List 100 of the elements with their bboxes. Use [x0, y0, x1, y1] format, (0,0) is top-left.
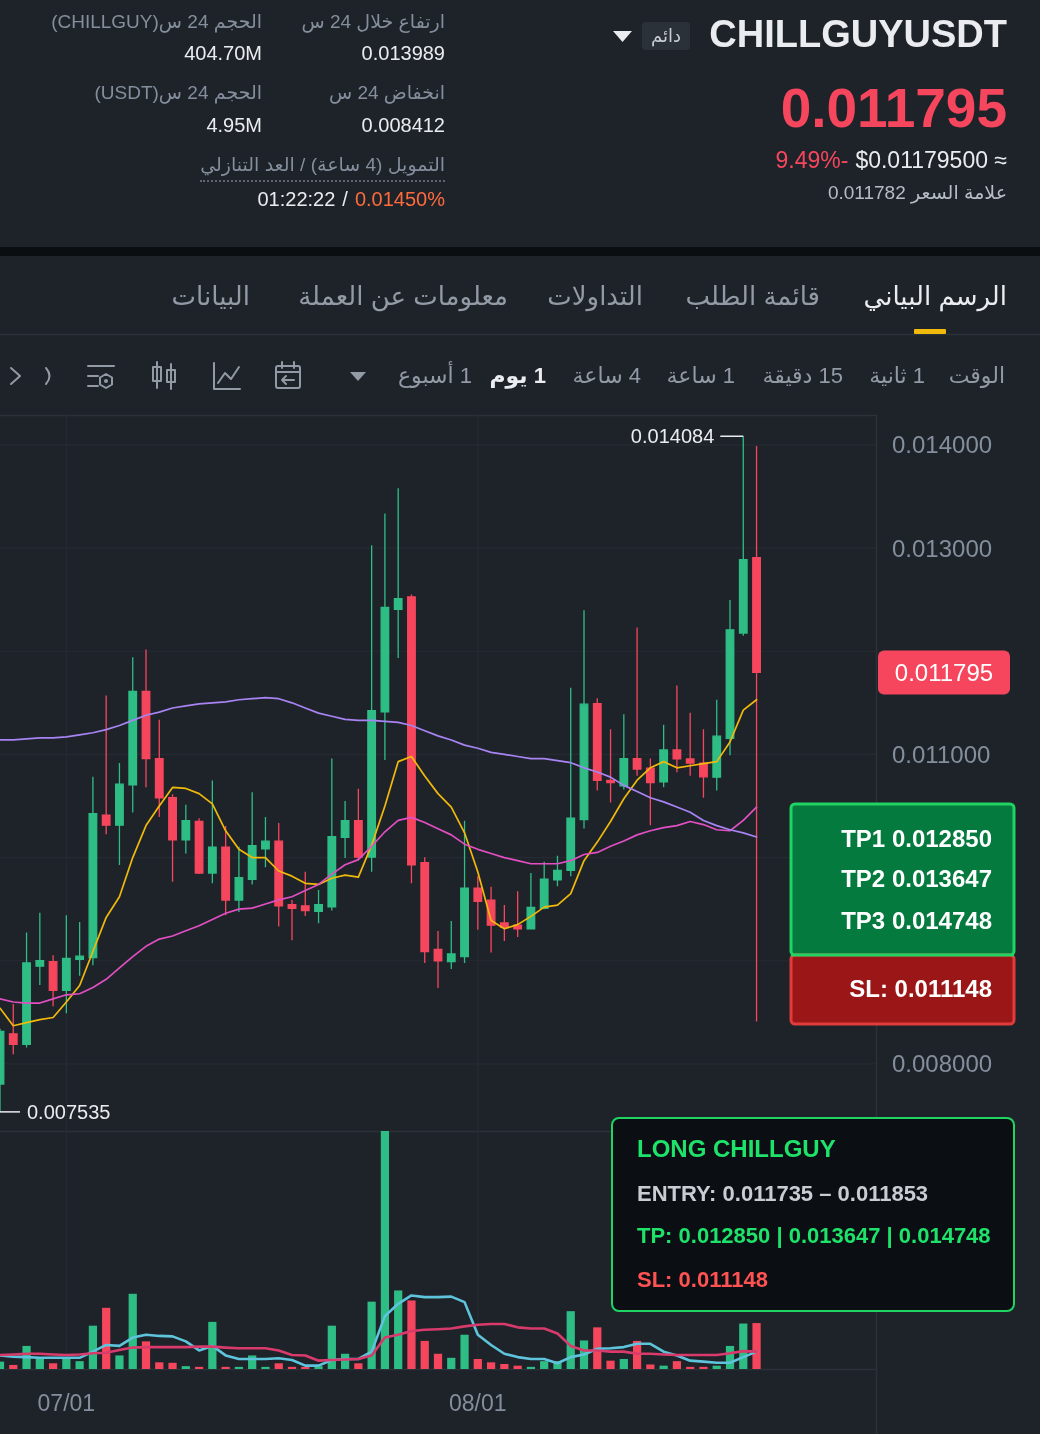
annotation: TP: 0.012850 | 0.013647 | 0.014748	[637, 1222, 991, 1248]
annotation: 0.014084	[630, 425, 715, 448]
text: 0.011795	[894, 658, 994, 686]
bar	[168, 1362, 177, 1369]
candlestick	[460, 820, 469, 964]
candlestick	[115, 762, 124, 866]
annotation: SL: 0.011148	[637, 1266, 768, 1292]
text: التمويل (4 ساعة) / العد التنازلي	[200, 153, 445, 182]
line-series	[0, 696, 758, 838]
candlestick	[75, 921, 85, 977]
candlestick	[181, 804, 191, 855]
bar	[540, 1361, 549, 1369]
y-tick-label: 0.014000	[892, 431, 993, 459]
candlestick	[566, 687, 576, 877]
bar	[672, 1361, 682, 1369]
text: 0.008412	[361, 112, 445, 138]
bar	[274, 1363, 283, 1369]
candlestick	[539, 861, 549, 910]
candlestick	[499, 904, 509, 942]
candlestick	[88, 776, 98, 966]
candlestick	[407, 593, 416, 884]
text: الوقت	[948, 362, 1005, 390]
candlestick	[473, 875, 483, 931]
bar	[420, 1340, 429, 1369]
text: علامة السعر 0.011782	[827, 181, 1007, 205]
bar	[433, 1353, 443, 1369]
candlestick	[659, 724, 669, 788]
bar	[646, 1364, 655, 1369]
candlestick	[48, 954, 58, 1007]
candlestick	[101, 694, 111, 835]
candlestick	[221, 825, 231, 916]
bar	[394, 1290, 403, 1369]
candlestick	[22, 931, 31, 1049]
candlestick	[513, 890, 523, 938]
text: دائم	[641, 21, 690, 51]
candlestick	[393, 487, 403, 659]
candlestick	[420, 856, 430, 964]
bar	[48, 1363, 58, 1369]
candlestick	[314, 889, 323, 924]
candlestick	[340, 800, 350, 859]
candlestick	[168, 793, 177, 883]
bar	[128, 1293, 137, 1369]
y-tick-label: 0.013000	[892, 534, 993, 562]
text: 1 يوم	[489, 362, 546, 390]
candlestick	[592, 697, 602, 792]
line-series	[0, 806, 758, 1004]
text: 4.95M	[206, 112, 262, 138]
text: قائمة الطلب	[685, 279, 820, 313]
bar	[460, 1334, 469, 1369]
text: ارتفاع خلال 24 س	[301, 10, 445, 34]
candlestick	[327, 757, 337, 912]
text: انخفاض 24 س	[328, 81, 445, 105]
candlestick	[433, 930, 443, 989]
text: 4 ساعة	[572, 362, 641, 390]
text: /	[342, 186, 348, 212]
candlestick	[274, 822, 284, 928]
candlestick	[752, 445, 761, 1023]
candlestick	[619, 713, 629, 791]
candlestick	[738, 435, 748, 637]
text: معلومات عن العملة	[298, 279, 508, 313]
candlestick	[712, 698, 722, 792]
candlestick	[632, 626, 642, 777]
bar	[473, 1359, 482, 1369]
text: 0.01450%	[354, 186, 445, 212]
annotation: 0.007535	[27, 1100, 111, 1123]
annotation: ENTRY: 0.011735 – 0.011853	[637, 1180, 929, 1206]
candlestick	[207, 779, 217, 884]
bar	[141, 1341, 151, 1369]
bar	[486, 1362, 496, 1369]
text: 1 ساعة	[666, 362, 735, 390]
text: CHILLGUYUSDT	[709, 12, 1007, 58]
annotation: TP2 0.013647	[841, 864, 992, 892]
text: 01:22:22	[257, 186, 336, 212]
candlestick	[154, 719, 164, 818]
bar	[327, 1325, 336, 1369]
candlestick	[287, 899, 297, 941]
bar	[208, 1321, 217, 1369]
bar	[752, 1323, 761, 1369]
annotation: SL: 0.011148	[849, 974, 992, 1002]
candlestick	[261, 816, 270, 868]
bar	[380, 1131, 390, 1369]
annotation: TP3 0.014748	[841, 906, 992, 934]
text: -9.49%	[775, 145, 849, 175]
bar	[261, 1366, 270, 1369]
text: 404.70M	[184, 40, 262, 66]
candlestick	[553, 855, 562, 888]
bar	[155, 1362, 164, 1369]
candlestick	[685, 712, 695, 777]
candlestick	[526, 872, 536, 930]
text: الحجم 24 س(USDT)	[94, 81, 262, 105]
bar	[354, 1363, 363, 1369]
candlestick	[300, 871, 310, 917]
y-tick-label: 0.008000	[892, 1050, 993, 1078]
candlestick	[672, 684, 682, 773]
candlestick	[61, 914, 71, 1014]
bar	[407, 1300, 416, 1369]
candlestick	[699, 728, 708, 799]
text: الحجم 24 س(CHILLGUY)	[51, 10, 262, 34]
line-series	[0, 698, 758, 1027]
text: البيانات	[171, 279, 250, 313]
